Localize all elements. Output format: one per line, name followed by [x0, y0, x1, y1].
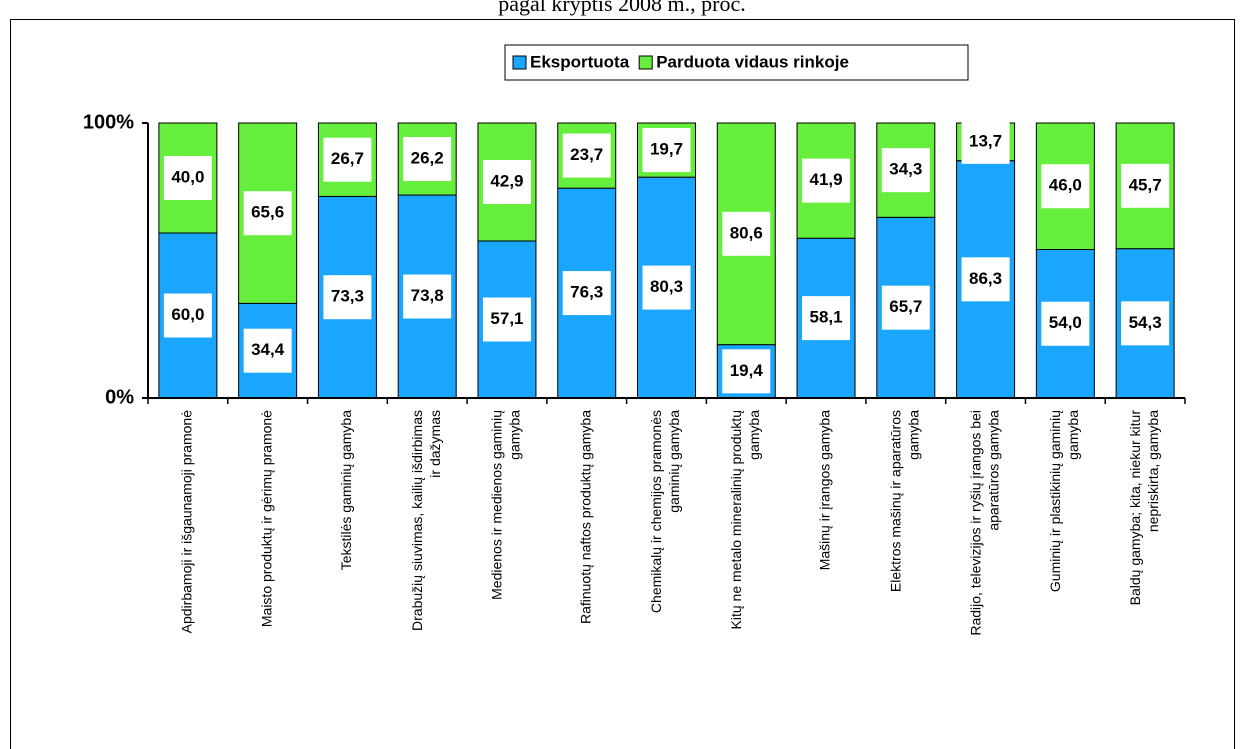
x-tick-label: Kitų ne metalo mineralinių produktų	[728, 410, 744, 630]
legend: Eksportuota Parduota vidaus rinkoje	[504, 44, 969, 81]
x-tick-label: Medienos ir medienos gaminių	[489, 410, 505, 600]
value-label-box	[722, 349, 771, 394]
value-label-box	[163, 293, 212, 338]
value-label-box	[482, 159, 531, 204]
value-label: 45,7	[1129, 175, 1162, 194]
value-label-box	[1121, 301, 1170, 346]
value-label-box	[961, 119, 1010, 164]
legend-box	[504, 44, 969, 81]
x-tick-label: gamyba	[1065, 410, 1081, 460]
value-label: 65,7	[889, 297, 922, 316]
value-label: 60,0	[171, 305, 204, 324]
value-label: 80,6	[730, 223, 763, 242]
value-label: 42,9	[490, 171, 523, 190]
value-label: 54,3	[1129, 313, 1162, 332]
value-label-box	[1041, 164, 1090, 209]
value-label-box	[403, 137, 452, 182]
chart-title: pagal kryptis 2008 m., proc.	[498, 0, 745, 16]
value-label: 26,2	[411, 149, 444, 168]
value-label: 41,9	[809, 170, 842, 189]
y-tick-label: 100%	[83, 111, 134, 133]
x-tick-label: Maisto produktų ir gėrimų pramonė	[258, 410, 274, 627]
x-tick-label: gaminių gamyba	[666, 410, 682, 513]
value-label-box	[323, 137, 372, 182]
x-tick-label: Apdirbamoji ir išgaunamoji pramonė	[179, 410, 195, 634]
value-label-box	[722, 211, 771, 256]
x-tick-label: Tekstilės gaminių gamyba	[338, 410, 354, 571]
x-tick-label: Rafinuotų naftos produktų gamyba	[577, 410, 593, 624]
value-label-box	[323, 275, 372, 320]
value-label-box	[562, 271, 611, 316]
value-label-box	[1121, 163, 1170, 208]
value-label: 40,0	[171, 167, 204, 186]
value-label: 23,7	[570, 145, 603, 164]
value-label-box	[403, 274, 452, 319]
x-tick-label: Elektros mašinų ir aparatūros	[888, 410, 904, 592]
value-label: 26,7	[331, 149, 364, 168]
x-tick-label: gamyba	[507, 410, 523, 460]
x-tick-label: Guminių ir plastikinių gaminių	[1047, 410, 1063, 592]
x-tick-label: gamyba	[746, 410, 762, 460]
value-label-box	[642, 265, 691, 310]
value-label: 34,3	[889, 160, 922, 179]
value-label-box	[881, 148, 930, 193]
value-label: 34,4	[251, 340, 285, 359]
x-tick-label: Drabužių siuvimas, kailių išdirbimas	[409, 410, 425, 631]
x-tick-label: gamyba	[906, 410, 922, 460]
x-tick-label: nepriskirta, gamyba	[1145, 410, 1161, 532]
value-label-box	[961, 257, 1010, 302]
value-label-box	[163, 156, 212, 200]
value-label-box	[1041, 301, 1090, 346]
value-label-box	[243, 328, 292, 373]
x-tick-label: Baldų gamyba; kita, niekur kitur	[1127, 410, 1143, 606]
value-label: 19,7	[650, 140, 683, 159]
value-label-box	[243, 191, 292, 236]
value-label-box	[562, 133, 611, 178]
value-label-box	[881, 285, 930, 330]
legend-label: Parduota vidaus rinkoje	[656, 52, 849, 71]
x-tick-label: Radijo, televizijos ir ryšių įrangos bei	[967, 410, 983, 636]
legend-swatch	[638, 55, 653, 70]
value-label-box	[482, 297, 531, 342]
value-label: 80,3	[650, 277, 683, 296]
value-label: 54,0	[1049, 313, 1082, 332]
x-tick-label: ir dažymas	[427, 410, 443, 478]
value-label: 86,3	[969, 269, 1002, 288]
value-label: 73,8	[411, 286, 444, 305]
value-label: 73,3	[331, 287, 364, 306]
chart-frame	[10, 19, 1235, 749]
x-tick-label: Chemikalų ir chemijos pramonės	[648, 410, 664, 613]
value-label: 13,7	[969, 131, 1002, 150]
legend-label: Eksportuota	[530, 52, 630, 71]
value-label-box	[802, 158, 851, 203]
value-label: 58,1	[809, 308, 842, 327]
value-label: 57,1	[490, 309, 523, 328]
value-label: 76,3	[570, 283, 603, 302]
y-tick-label: 0%	[105, 386, 134, 408]
x-tick-label: aparatūros gamyba	[985, 410, 1001, 531]
value-label: 65,6	[251, 203, 284, 222]
legend-swatch	[512, 55, 527, 70]
x-tick-label: Mašinų ir įrangos gamyba	[817, 410, 833, 571]
value-label-box	[802, 296, 851, 341]
value-label: 46,0	[1049, 176, 1082, 195]
value-label-box	[642, 128, 691, 173]
value-label: 19,4	[730, 361, 764, 380]
